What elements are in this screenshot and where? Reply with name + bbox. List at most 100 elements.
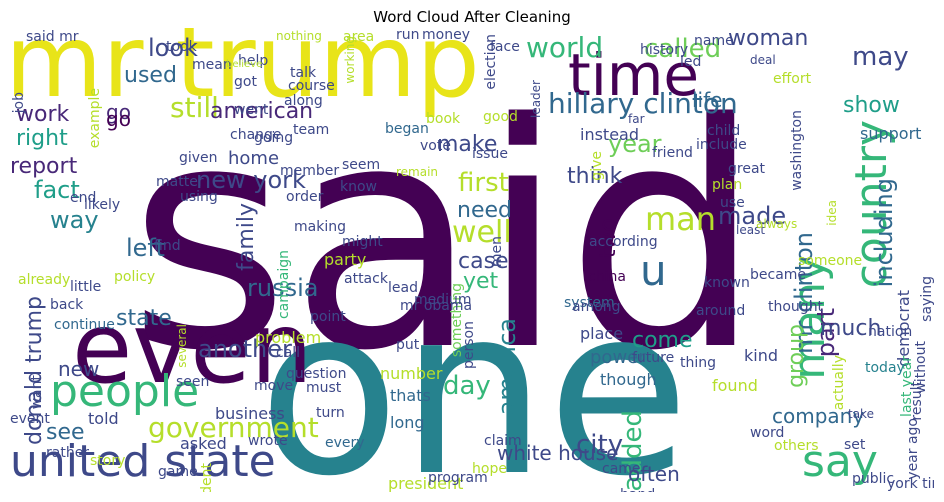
word-continue: continue: [54, 317, 115, 333]
word-man: man: [645, 200, 717, 238]
word-said-mr: said mr: [26, 29, 79, 45]
word-seen: seen: [176, 374, 210, 390]
word-life: life: [692, 88, 723, 112]
word-say: say: [802, 436, 878, 487]
word-book: book: [426, 111, 461, 127]
word-remain: remain: [396, 165, 439, 179]
word-story: story: [90, 453, 126, 469]
word-event: event: [10, 411, 50, 427]
word-thing: thing: [680, 355, 717, 371]
word-place: place: [580, 324, 624, 343]
word-said: said: [128, 58, 763, 419]
word-effort: effort: [773, 71, 812, 87]
word-friend: friend: [652, 145, 693, 161]
word-several: several: [175, 324, 189, 368]
word-idea: idea: [825, 200, 839, 226]
word-including: including: [870, 178, 898, 288]
word-working: working: [343, 36, 357, 84]
word-kind: kind: [744, 346, 779, 365]
word-turn: turn: [316, 405, 345, 421]
word-took: took: [166, 39, 197, 55]
word-hope: hope: [472, 461, 507, 477]
word-talk: talk: [290, 65, 317, 81]
word-help: help: [238, 53, 269, 69]
word-point: point: [310, 309, 346, 325]
word-called: called: [644, 34, 722, 64]
word-already: already: [18, 272, 71, 288]
word-include: include: [696, 137, 747, 153]
word-make: make: [437, 132, 498, 157]
word-someone: someone: [798, 253, 863, 269]
word-white-house: white house: [497, 441, 619, 465]
word-leader: leader: [529, 80, 543, 119]
word-report: report: [10, 154, 78, 179]
word-support: support: [860, 124, 922, 143]
word-way: way: [50, 206, 99, 234]
word-come: come: [632, 328, 693, 353]
word-making: making: [294, 219, 346, 235]
word-money: money: [422, 28, 470, 43]
word-given: given: [179, 150, 218, 166]
word-year-ago: year ago: [905, 418, 921, 480]
word-year: year: [608, 130, 662, 158]
word-one: one: [258, 257, 690, 492]
word-case: case: [458, 249, 509, 274]
word-new-york: new york: [196, 166, 306, 194]
word-question: question: [286, 366, 347, 382]
word-matter: matter: [156, 174, 204, 190]
word-mr-obama: mr obama: [400, 298, 473, 314]
word-issue: issue: [472, 146, 508, 162]
word-rather: rather: [46, 445, 90, 461]
word-call: call: [276, 345, 301, 361]
word-instead: instead: [580, 125, 639, 144]
word-must: must: [306, 380, 342, 396]
word-person: person: [461, 321, 477, 369]
word-medium: medium: [414, 292, 472, 308]
word-good: good: [483, 109, 518, 125]
word-fact: fact: [34, 176, 80, 204]
word-change: change: [230, 127, 282, 143]
word-put: put: [396, 337, 420, 353]
word-plan: plan: [712, 177, 743, 193]
word-wrote: wrote: [248, 433, 288, 449]
word-set: set: [844, 437, 866, 453]
word-move: move: [254, 378, 294, 394]
word-business: business: [215, 404, 285, 423]
word-much: much: [820, 316, 882, 341]
word-show: show: [843, 93, 900, 118]
word-find: find: [154, 238, 181, 254]
word-party: party: [324, 250, 367, 269]
word-might: might: [342, 234, 383, 250]
word-course: course: [288, 78, 335, 94]
word-may: may: [852, 42, 909, 72]
word-policy: policy: [114, 269, 156, 285]
word-washington: washington: [789, 110, 805, 191]
word-made: made: [718, 202, 787, 230]
word-around: around: [696, 303, 746, 319]
word-family: family: [234, 203, 259, 271]
word-even: even: [72, 292, 313, 406]
word-asked: asked: [180, 434, 227, 453]
word-actually: actually: [831, 355, 847, 411]
word-future: future: [632, 350, 675, 366]
word-use: use: [720, 195, 745, 211]
word-u: u: [640, 246, 667, 295]
word-always: always: [756, 217, 798, 231]
word-take: take: [848, 407, 874, 421]
word-used: used: [124, 63, 177, 88]
word-area: area: [343, 29, 375, 45]
word-attack: attack: [344, 271, 388, 287]
word-along: along: [284, 93, 323, 109]
word-public: public: [852, 471, 895, 487]
word-deal: deal: [750, 53, 776, 67]
word-far: far: [628, 112, 645, 126]
word-look: look: [148, 34, 198, 62]
word-today: today: [865, 360, 905, 376]
word-least: least: [736, 223, 766, 237]
word-think: think: [567, 164, 623, 189]
word-face: face: [490, 39, 520, 55]
word-began: began: [385, 121, 429, 137]
word-run: run: [396, 28, 420, 43]
word-likely: likely: [84, 197, 121, 213]
word-right: right: [16, 126, 68, 151]
